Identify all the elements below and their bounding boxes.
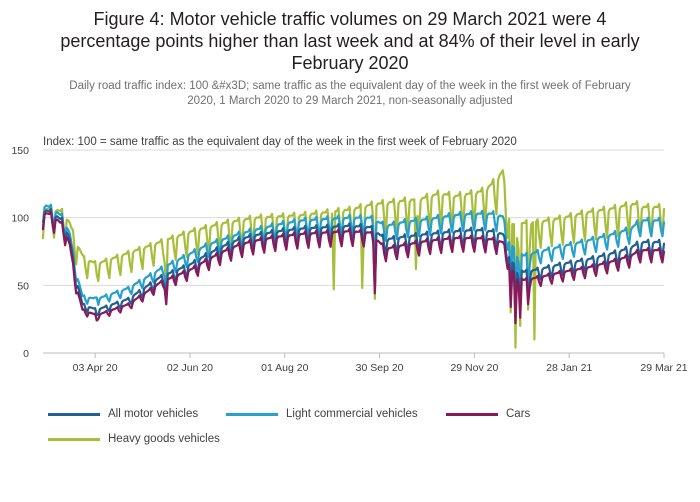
x-tick-label: 29 Nov 20 bbox=[450, 362, 498, 374]
legend-item-heavy-goods-vehicles[interactable]: Heavy goods vehicles bbox=[48, 433, 220, 445]
x-tick-label: 30 Sep 20 bbox=[356, 362, 404, 374]
chart-subtitle-line-2: 2020, 1 March 2020 to 29 March 2021, non… bbox=[187, 95, 513, 107]
chart-title-line-2: percentage points higher than last week … bbox=[60, 31, 640, 51]
x-tick-label: 02 Jun 20 bbox=[167, 362, 213, 374]
x-tick-label: 01 Aug 20 bbox=[261, 362, 308, 374]
legend-label-light-commercial-vehicles: Light commercial vehicles bbox=[286, 408, 418, 420]
y-tick-label: 150 bbox=[11, 145, 29, 157]
chart-title: Figure 4: Motor vehicle traffic volumes … bbox=[20, 8, 680, 74]
legend-swatch-heavy-goods-vehicles bbox=[48, 437, 100, 441]
legend-swatch-all-motor-vehicles bbox=[48, 412, 100, 416]
legend-swatch-cars bbox=[446, 412, 498, 416]
chart-subtitle-line-1: Daily road traffic index: 100 &#x3D; sam… bbox=[69, 80, 631, 92]
legend-label-all-motor-vehicles: All motor vehicles bbox=[108, 408, 199, 420]
y-tick-label: 50 bbox=[17, 280, 29, 292]
legend-item-light-commercial-vehicles[interactable]: Light commercial vehicles bbox=[226, 408, 418, 420]
legend-item-cars[interactable]: Cars bbox=[446, 408, 530, 420]
x-tick-label: 03 Apr 20 bbox=[73, 362, 118, 374]
series-layer bbox=[41, 169, 666, 349]
chart-title-line-3: February 2020 bbox=[291, 53, 409, 73]
series-line-hgv[interactable] bbox=[41, 169, 666, 349]
legend-label-heavy-goods-vehicles: Heavy goods vehicles bbox=[108, 433, 220, 445]
x-tick-label: 28 Jan 21 bbox=[546, 362, 592, 374]
y-tick-label: 100 bbox=[11, 213, 29, 225]
y-tick-label: 0 bbox=[23, 348, 29, 360]
x-tick-label: 29 Mar 21 bbox=[640, 362, 687, 374]
series-line-cars[interactable] bbox=[41, 210, 666, 325]
index-note: Index: 100 = same traffic as the equival… bbox=[43, 136, 517, 148]
legend-swatch-light-commercial-vehicles bbox=[226, 412, 278, 416]
chart-title-line-1: Figure 4: Motor vehicle traffic volumes … bbox=[93, 9, 607, 29]
legend-label-cars: Cars bbox=[506, 408, 531, 420]
chart-subtitle: Daily road traffic index: 100 &#x3D; sam… bbox=[30, 79, 670, 109]
legend-item-all-motor-vehicles[interactable]: All motor vehicles bbox=[48, 408, 198, 420]
axis-layer: 0 50 100 150 03 Apr 20 02 Jun 20 01 Aug 20 30 S… bbox=[11, 145, 687, 374]
series-line-light-commercial[interactable] bbox=[41, 203, 666, 309]
